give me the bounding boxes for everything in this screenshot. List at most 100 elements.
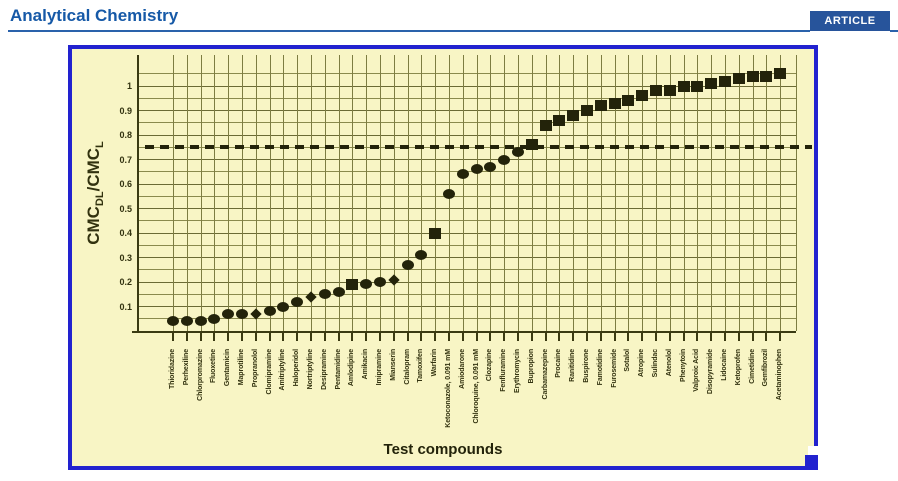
x-tick-mark bbox=[682, 333, 685, 341]
x-axis-title: Test compounds bbox=[383, 441, 503, 458]
data-point bbox=[332, 286, 345, 297]
x-tick-mark bbox=[544, 333, 547, 341]
gridline-vertical bbox=[200, 55, 202, 331]
gridline-vertical bbox=[766, 55, 768, 331]
x-tick-mark bbox=[434, 333, 437, 341]
x-tick-mark bbox=[406, 333, 409, 341]
gridline-horizontal bbox=[138, 269, 796, 271]
data-point bbox=[401, 259, 414, 270]
gridline-horizontal bbox=[138, 232, 796, 234]
x-tick-label-text: Propranolol bbox=[251, 349, 259, 388]
x-tick-mark bbox=[655, 333, 657, 341]
data-point bbox=[484, 161, 497, 172]
gridline-vertical bbox=[380, 55, 381, 331]
data-point bbox=[581, 105, 593, 116]
x-tick-mark bbox=[558, 333, 561, 341]
y-axis-line bbox=[137, 55, 139, 333]
x-tick-label-text: Bupropion bbox=[527, 349, 535, 384]
gridline-horizontal bbox=[138, 208, 796, 209]
data-point bbox=[429, 227, 442, 239]
x-tick-label-text: Haloperidol bbox=[293, 349, 301, 387]
x-tick-label-text: Clomipramine bbox=[265, 349, 273, 395]
gridline-vertical bbox=[669, 55, 671, 331]
x-tick-mark bbox=[517, 333, 519, 341]
gridline-horizontal bbox=[138, 110, 796, 111]
x-tick-mark bbox=[185, 333, 188, 341]
gridline-vertical bbox=[228, 55, 230, 331]
x-tick-label-text: Valproic Acid bbox=[693, 349, 701, 392]
gridline-vertical bbox=[435, 55, 437, 331]
data-point bbox=[318, 289, 331, 300]
x-tick-mark bbox=[572, 333, 575, 341]
data-point bbox=[305, 291, 317, 303]
gridline-vertical bbox=[559, 55, 561, 331]
border-notch bbox=[808, 446, 818, 455]
y-tick-label: 0.1 bbox=[119, 301, 132, 312]
x-tick-label-text: Thioridazine bbox=[169, 349, 176, 390]
y-tick-label: 0.2 bbox=[119, 277, 132, 287]
gridline-vertical bbox=[683, 55, 685, 331]
gridline-vertical bbox=[518, 55, 519, 331]
x-tick-mark bbox=[213, 333, 216, 341]
gridline-vertical bbox=[214, 55, 216, 331]
gridline-vertical bbox=[476, 55, 478, 331]
gridline-horizontal bbox=[138, 85, 796, 87]
gridline-horizontal bbox=[138, 134, 796, 136]
gridline-vertical bbox=[642, 55, 644, 331]
data-point bbox=[677, 80, 690, 92]
x-tick-label-text: Warfarin bbox=[431, 349, 439, 377]
data-point bbox=[498, 154, 511, 165]
gridline-vertical bbox=[352, 55, 354, 331]
x-tick-label-text: Lidocaine bbox=[721, 349, 728, 381]
x-tick-mark bbox=[365, 333, 368, 341]
data-point bbox=[360, 279, 373, 290]
gridline-horizontal bbox=[138, 195, 796, 197]
data-point bbox=[691, 80, 704, 92]
x-tick-mark bbox=[268, 333, 271, 341]
x-tick-mark bbox=[392, 333, 395, 341]
x-tick-mark bbox=[351, 333, 354, 341]
x-tick-mark bbox=[489, 333, 492, 341]
x-tick-mark bbox=[475, 333, 478, 341]
y-tick-label: 0.3 bbox=[119, 252, 132, 263]
x-tick-mark bbox=[751, 333, 754, 341]
gridline-vertical bbox=[504, 55, 506, 331]
gridline-horizontal bbox=[138, 293, 796, 295]
x-tick-mark bbox=[227, 333, 230, 341]
corner-cursor-block bbox=[805, 455, 818, 470]
data-point bbox=[277, 301, 290, 312]
x-tick-label-text: Amikacin bbox=[362, 349, 370, 380]
gridline-vertical bbox=[573, 55, 575, 331]
y-tick-label: 0.7 bbox=[119, 154, 132, 165]
x-tick-mark bbox=[254, 333, 257, 341]
x-tick-mark bbox=[282, 333, 285, 341]
x-tick-label-text: Amlodipine bbox=[348, 349, 356, 387]
gridline-vertical bbox=[752, 55, 754, 331]
data-point bbox=[525, 139, 538, 151]
y-tick-label: 0.5 bbox=[119, 203, 132, 214]
data-point bbox=[388, 273, 400, 286]
gridline-vertical bbox=[407, 55, 409, 331]
x-tick-label-text: Amitriptyline bbox=[279, 349, 287, 391]
gridline-vertical bbox=[545, 55, 547, 331]
data-point bbox=[663, 85, 676, 97]
x-tick-label-text: Mianserin bbox=[389, 349, 397, 381]
x-tick-label-text: Imipramine bbox=[376, 349, 383, 386]
gridline-vertical bbox=[324, 55, 326, 331]
gridline-vertical bbox=[738, 55, 740, 331]
x-tick-mark bbox=[296, 333, 299, 341]
data-point bbox=[346, 278, 359, 290]
x-tick-label-text: Tamoxifen bbox=[417, 349, 425, 383]
x-axis-line bbox=[132, 331, 796, 333]
x-tick-label-text: Gemfibrozil bbox=[762, 349, 770, 387]
data-point bbox=[222, 308, 235, 319]
data-point bbox=[512, 147, 524, 158]
gridline-vertical bbox=[269, 55, 271, 331]
x-tick-mark bbox=[323, 333, 326, 341]
data-point bbox=[705, 78, 718, 90]
gridline-horizontal bbox=[138, 244, 796, 246]
data-point bbox=[650, 85, 662, 97]
x-tick-label-text: Disopyramide bbox=[707, 349, 715, 395]
x-tick-mark bbox=[448, 333, 450, 341]
